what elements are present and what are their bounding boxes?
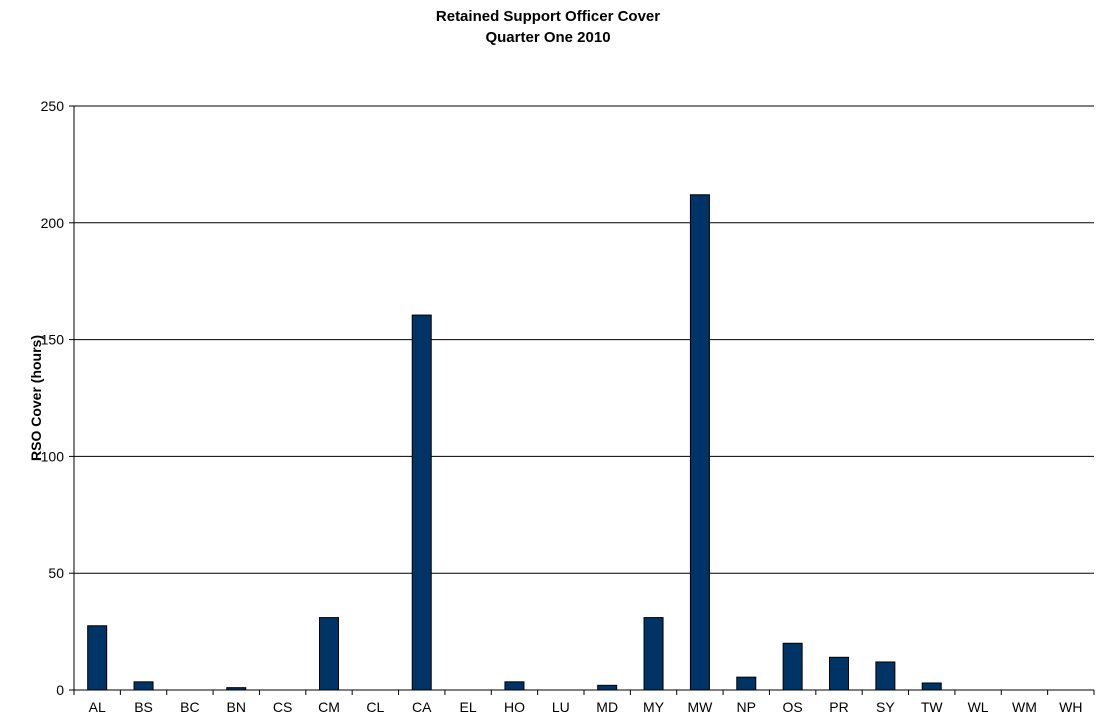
x-tick-label: MY xyxy=(643,699,665,715)
x-tick-label: LU xyxy=(552,699,570,715)
y-tick-label: 0 xyxy=(56,682,64,698)
x-tick-label: TW xyxy=(921,699,944,715)
bar xyxy=(411,314,432,691)
bar xyxy=(319,617,339,691)
gridlines xyxy=(74,105,1094,574)
bars xyxy=(87,194,942,691)
x-tick-label: WL xyxy=(968,699,989,715)
y-tick-labels: 0 50 100 150 200 250 xyxy=(41,98,65,698)
axes xyxy=(69,105,1095,695)
x-tick-label: PR xyxy=(829,699,848,715)
y-tick-label: 200 xyxy=(41,215,65,231)
x-tick-label: BS xyxy=(134,699,153,715)
x-tick-label: BN xyxy=(227,699,246,715)
x-tick-label: AL xyxy=(89,699,106,715)
x-tick-label: CA xyxy=(412,699,432,715)
bar xyxy=(829,656,849,691)
chart-title: Retained Support Officer Cover xyxy=(435,8,661,25)
y-tick-label: 150 xyxy=(41,332,65,348)
x-tick-labels: AL BS BC BN CS CM CL CA EL HO LU MD MY MW NP OS PR SY TW WL… xyxy=(89,699,1083,715)
x-tick-label: CM xyxy=(318,699,340,715)
y-tick-label: 250 xyxy=(41,98,65,114)
bar xyxy=(736,676,757,691)
x-tick-label: WH xyxy=(1059,699,1082,715)
x-tick-label: HO xyxy=(504,699,525,715)
y-tick-label: 100 xyxy=(41,448,65,464)
x-tick-label: WM xyxy=(1012,699,1037,715)
x-tick-label: NP xyxy=(737,699,756,715)
x-tick-label: SY xyxy=(876,699,895,715)
bar xyxy=(643,617,664,691)
bar xyxy=(875,661,896,691)
bar xyxy=(504,681,525,691)
x-tick-label: MW xyxy=(687,699,713,715)
x-tick-label: CL xyxy=(366,699,384,715)
x-tick-label: BC xyxy=(180,699,199,715)
bar xyxy=(689,194,710,691)
y-tick-label: 50 xyxy=(48,565,64,581)
x-tick-label: CS xyxy=(273,699,292,715)
x-tick-label: OS xyxy=(783,699,803,715)
x-tick-label: MD xyxy=(596,699,618,715)
bar xyxy=(921,682,942,691)
bar xyxy=(87,625,108,691)
chart-subtitle: Quarter One 2010 xyxy=(485,29,611,46)
x-tick-label: EL xyxy=(460,699,477,715)
bar xyxy=(133,681,154,691)
bar xyxy=(782,642,803,691)
bar xyxy=(597,684,618,691)
